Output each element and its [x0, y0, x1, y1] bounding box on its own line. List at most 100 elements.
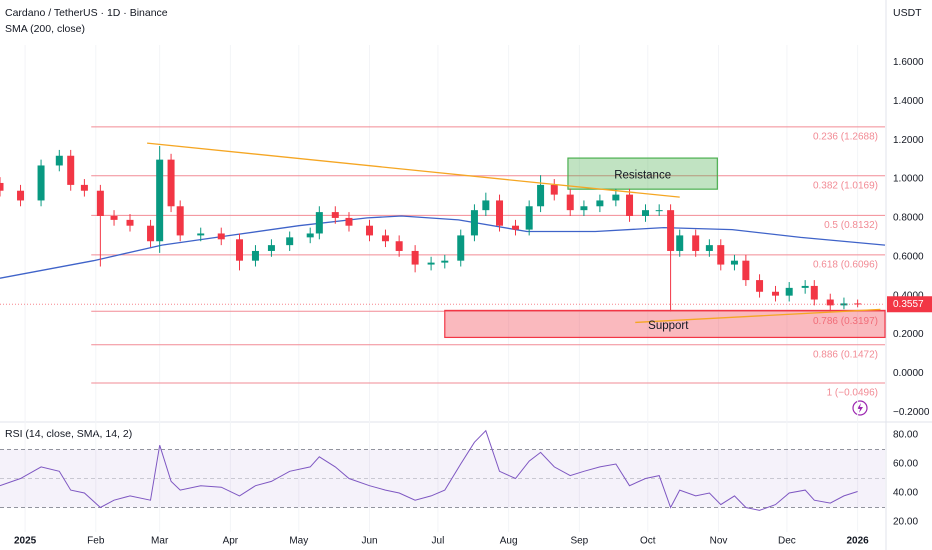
candle-body	[176, 206, 184, 236]
sma-line	[0, 215, 886, 279]
fib-label: 1 (−0.0496)	[827, 388, 878, 399]
x-tick-label: Nov	[710, 536, 728, 547]
rsi-band	[0, 449, 885, 508]
candle-body	[470, 210, 478, 236]
chart-title: Cardano / TetherUS · 1D · Binance	[5, 7, 168, 19]
y-tick-label: 80.00	[893, 430, 918, 441]
trendline	[147, 142, 680, 198]
candle-body	[612, 194, 620, 201]
x-tick-label: May	[289, 536, 308, 547]
candle-body	[717, 245, 725, 265]
candle-body	[167, 159, 175, 207]
candle-body	[147, 225, 155, 242]
candle-body	[457, 235, 465, 261]
candle-body	[267, 245, 275, 251]
y-tick-label: 20.00	[893, 517, 918, 528]
candle-body	[96, 190, 104, 216]
candle-body	[306, 233, 314, 238]
candle-body	[251, 250, 259, 261]
x-tick-label: Apr	[223, 536, 239, 547]
candle-body	[411, 250, 419, 265]
candle-body	[0, 182, 4, 191]
candle-body	[482, 200, 490, 211]
fib-label: 0.236 (1.2688)	[813, 131, 878, 142]
candle-body	[705, 245, 713, 251]
y-tick-label: 1.2000	[893, 135, 924, 146]
y-tick-label: 0.6000	[893, 251, 924, 262]
candle-body	[441, 260, 449, 263]
candle-body	[854, 303, 862, 305]
candle-body	[692, 235, 700, 251]
trendline	[635, 308, 881, 324]
x-tick-label: Jul	[432, 536, 445, 547]
candle-body	[511, 225, 519, 230]
candle-body	[596, 200, 604, 207]
candle-body	[756, 280, 764, 292]
unit-label: USDT	[893, 7, 922, 19]
candle-body	[197, 233, 205, 236]
alert-circle[interactable]	[852, 400, 868, 416]
y-tick-label: 0.0000	[893, 368, 924, 379]
rsi-line	[0, 429, 858, 511]
fib-label: 0.618 (0.6096)	[813, 260, 878, 271]
candle-body	[566, 194, 574, 211]
y-tick-label: 40.00	[893, 488, 918, 499]
candle-body	[381, 235, 389, 242]
candle-body	[642, 210, 650, 216]
x-tick-label: Dec	[778, 536, 796, 547]
x-tick-label: 2025	[14, 536, 37, 547]
x-tick-label: Sep	[570, 536, 588, 547]
candle-body	[17, 190, 25, 201]
y-tick-label: 1.4000	[893, 96, 924, 107]
candle-body	[110, 215, 118, 220]
candle-body	[235, 239, 243, 261]
y-tick-label: −0.2000	[893, 407, 930, 418]
candle-body	[785, 287, 793, 296]
candle-body	[626, 194, 634, 216]
candle-body	[810, 285, 818, 300]
x-tick-label: Oct	[640, 536, 656, 547]
candle-body	[826, 299, 834, 306]
rsi-title: RSI (14, close, SMA, 14, 2)	[5, 428, 132, 440]
candle-body	[366, 225, 374, 236]
y-tick-label: 1.0000	[893, 174, 924, 185]
candle-body	[286, 237, 294, 246]
candle-body	[427, 262, 435, 265]
candle-body	[496, 200, 504, 226]
candle-body	[67, 155, 75, 185]
price-tag	[887, 296, 932, 313]
candle-body	[667, 210, 675, 251]
candle-body	[156, 159, 164, 242]
indicator-label: SMA (200, close)	[5, 23, 85, 35]
candle-body	[550, 184, 558, 195]
alert-bolt[interactable]	[857, 403, 863, 413]
candle-body	[730, 260, 738, 265]
candle-body	[580, 206, 588, 211]
alert-icon[interactable]	[852, 400, 868, 416]
candle-body	[395, 241, 403, 251]
candle-body	[655, 210, 663, 212]
candle-body	[345, 217, 353, 226]
candle-body	[55, 155, 63, 166]
candle-body	[676, 235, 684, 251]
zone-box	[444, 309, 886, 339]
y-tick-label: 1.6000	[893, 57, 924, 68]
candle-body	[331, 212, 339, 218]
fib-label: 0.886 (0.1472)	[813, 349, 878, 360]
candle-body	[80, 184, 88, 191]
fib-label: 0.786 (0.3197)	[813, 316, 878, 327]
candle-body	[315, 212, 323, 234]
y-tick-label: 0.4000	[893, 290, 924, 301]
fib-label: 0.5 (0.8132)	[824, 220, 878, 231]
candle-body	[126, 219, 134, 226]
x-tick-label: 2026	[847, 536, 870, 547]
y-tick-label: 60.00	[893, 459, 918, 470]
y-tick-label: 0.8000	[893, 213, 924, 224]
zone-label: Resistance	[614, 170, 671, 182]
candle-body	[525, 206, 533, 230]
candle-body	[801, 285, 809, 288]
candle-body	[217, 233, 225, 240]
candle-body	[37, 165, 45, 201]
